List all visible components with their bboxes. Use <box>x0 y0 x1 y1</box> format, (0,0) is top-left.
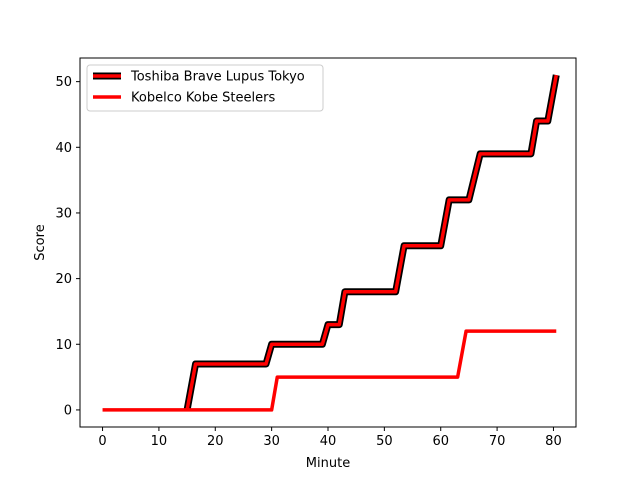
x-tick-label: 60 <box>432 434 449 449</box>
y-tick-label: 40 <box>55 141 72 156</box>
legend-box <box>86 64 324 112</box>
y-tick-label: 30 <box>55 206 72 221</box>
y-axis-ticks: 0 10 20 30 40 50 <box>55 75 80 418</box>
x-tick-label: 30 <box>263 434 280 449</box>
x-tick-label: 40 <box>320 434 337 449</box>
x-axis-ticks: 0 10 20 30 40 50 60 70 80 <box>98 427 562 449</box>
series-layer <box>102 74 560 412</box>
y-tick-label: 50 <box>55 75 72 90</box>
x-tick-label: 10 <box>151 434 168 449</box>
legend: Toshiba Brave Lupus Tokyo Kobelco Kobe S… <box>86 64 324 112</box>
x-tick-label: 80 <box>545 434 562 449</box>
y-axis-label: Score <box>33 224 48 260</box>
x-tick-label: 20 <box>207 434 224 449</box>
x-tick-label: 50 <box>376 434 393 449</box>
series-line-1 <box>102 329 557 412</box>
y-tick-label: 0 <box>64 403 72 418</box>
y-tick-label: 20 <box>55 272 72 287</box>
x-tick-label: 70 <box>489 434 506 449</box>
legend-label-0: Toshiba Brave Lupus Tokyo <box>130 70 305 85</box>
x-axis-label: Minute <box>306 456 350 471</box>
x-tick-label: 0 <box>98 434 106 449</box>
series-line-0 <box>185 74 558 411</box>
y-tick-label: 10 <box>55 338 72 353</box>
legend-label-1: Kobelco Kobe Steelers <box>131 91 275 106</box>
